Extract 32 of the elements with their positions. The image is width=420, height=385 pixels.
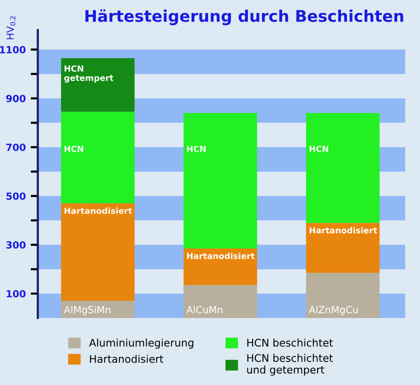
legend-label: HCN beschichtet [247, 338, 333, 347]
legend-label: HCN beschichtet und getempert [247, 354, 333, 376]
bar [61, 300, 135, 318]
annotation: Hartanodisiert [187, 252, 255, 260]
x-tick-label: AlCuMn [186, 306, 222, 314]
y-tick-label: 700 [6, 144, 26, 152]
bar [184, 248, 258, 286]
y-tick-label: 900 [6, 94, 26, 102]
bar [61, 112, 135, 204]
bar [184, 285, 258, 318]
chart-title: Härtesteigerung durch Beschichten [85, 9, 404, 26]
legend-label: Aluminiumlegierung [89, 338, 194, 349]
y-tick-label: 300 [6, 241, 26, 249]
annotation: HCN [310, 146, 328, 152]
bar [306, 272, 380, 318]
y-tick-label: 1100 [0, 46, 26, 54]
annotation: HCN [187, 146, 206, 152]
bar [184, 113, 258, 248]
x-tick-label: AlZnMgCu [308, 306, 358, 316]
bar [306, 222, 380, 273]
bar [306, 113, 380, 223]
annotation: HCN getempert [64, 65, 114, 83]
y-tick-label: 100 [6, 290, 26, 298]
annotation: Hartanodisiert [310, 226, 378, 234]
x-tick-label: AlMgSiMn [64, 306, 110, 316]
y-tick-label: 500 [6, 192, 26, 200]
annotation: HCN [64, 146, 84, 152]
y-axis-title: HV$_{0.2}$ [6, 16, 16, 40]
legend-label: Hartanodisiert [90, 354, 164, 363]
bar [61, 203, 135, 301]
bar [61, 58, 135, 112]
annotation: Hartanodisiert [64, 207, 132, 214]
